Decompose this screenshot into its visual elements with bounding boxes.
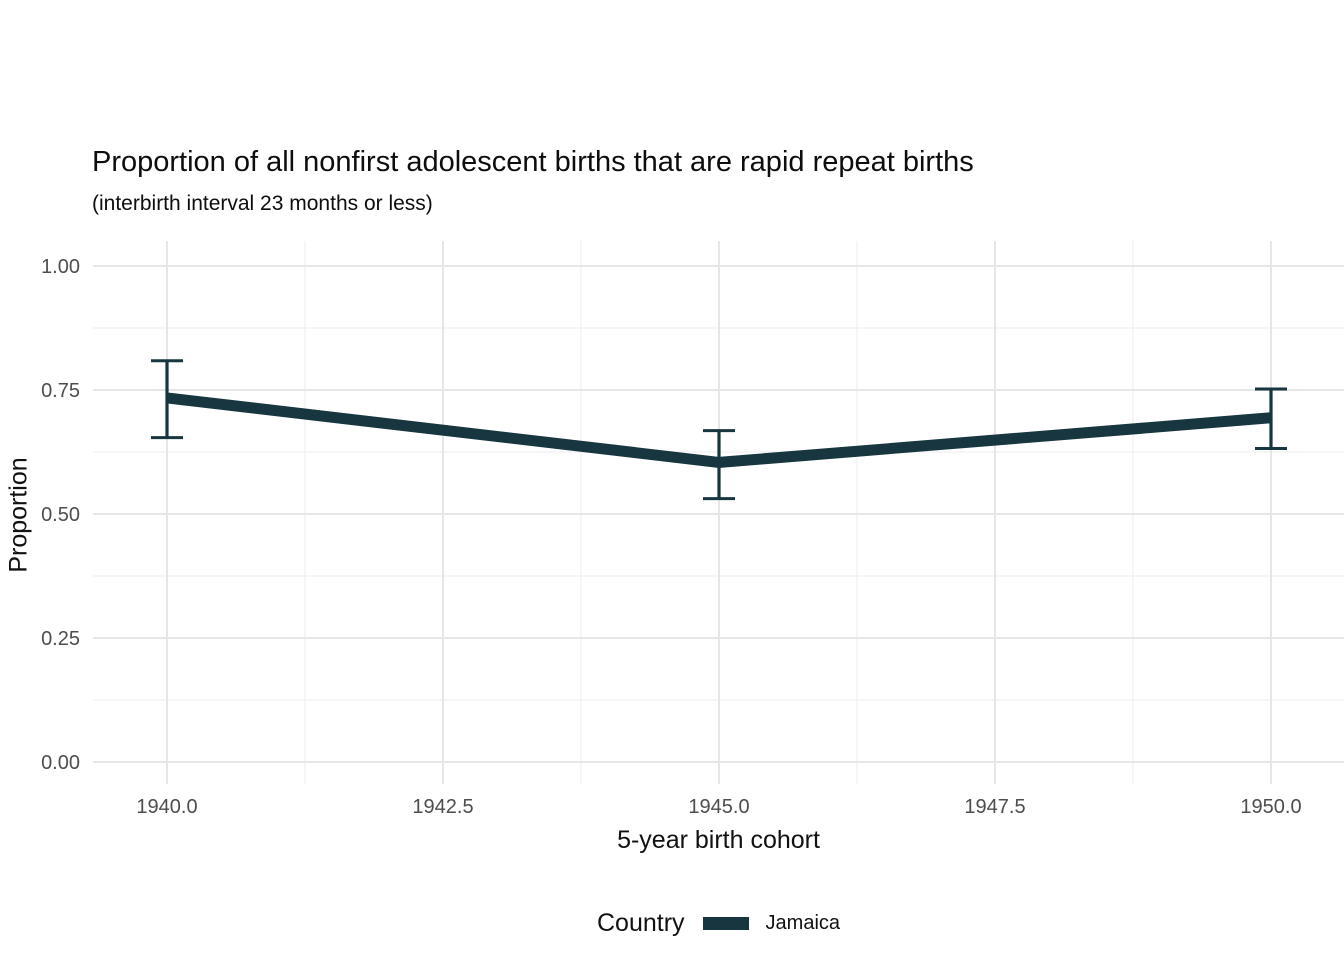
y-tick-label: 0.50: [41, 504, 80, 526]
y-axis-title: Proportion: [4, 457, 33, 573]
y-tick-label: 0.25: [41, 628, 80, 650]
legend-key-jamaica: Jamaica: [702, 911, 841, 935]
x-tick-label: 1947.5: [964, 796, 1025, 818]
x-tick-label: 1940.0: [136, 796, 197, 818]
series-line-jamaica: [166, 392, 1272, 468]
x-tick-label: 1945.0: [688, 796, 749, 818]
y-tick-label: 1.00: [41, 256, 80, 278]
x-axis-title: 5-year birth cohort: [617, 826, 820, 854]
y-tick-label: 0.75: [41, 380, 80, 402]
legend: Country Jamaica: [93, 903, 1344, 943]
legend-swatch: [702, 916, 749, 930]
x-tick-label: 1950.0: [1240, 796, 1301, 818]
legend-title: Country: [596, 908, 685, 937]
x-tick-label: 1942.5: [412, 796, 473, 818]
y-tick-label: 0.00: [41, 752, 80, 774]
chart-subtitle: (interbirth interval 23 months or less): [92, 192, 433, 215]
chart-title: Proportion of all nonfirst adolescent bi…: [92, 146, 974, 178]
legend-label: Jamaica: [765, 911, 841, 934]
